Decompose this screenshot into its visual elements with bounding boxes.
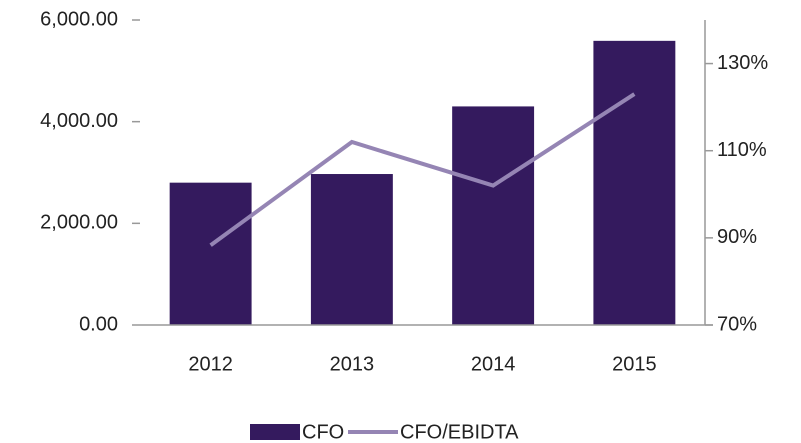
line	[209, 92, 636, 247]
y2-tick-label: 130%	[717, 52, 768, 74]
x-tick-label: 2012	[188, 353, 233, 375]
x-tick-label: 2013	[330, 353, 375, 375]
bar	[169, 182, 252, 325]
y2-tick-label: 90%	[717, 226, 757, 248]
bar	[310, 174, 393, 325]
x-tick-label: 2015	[612, 353, 657, 375]
y-tick-label: 6,000.00	[40, 8, 118, 30]
bar	[452, 106, 535, 326]
legend-swatch	[250, 424, 300, 440]
legend-label: CFO	[302, 421, 344, 443]
y2-tick-label: 70%	[717, 313, 757, 335]
legend-label: CFO/EBIDTA	[400, 421, 519, 443]
y-tick-label: 0.00	[79, 313, 118, 335]
bar	[593, 40, 676, 325]
y2-tick-label: 110%	[717, 139, 767, 161]
y-tick-label: 2,000.00	[40, 212, 118, 234]
y-tick-label: 4,000.00	[40, 110, 118, 132]
x-tick-label: 2014	[471, 353, 516, 375]
